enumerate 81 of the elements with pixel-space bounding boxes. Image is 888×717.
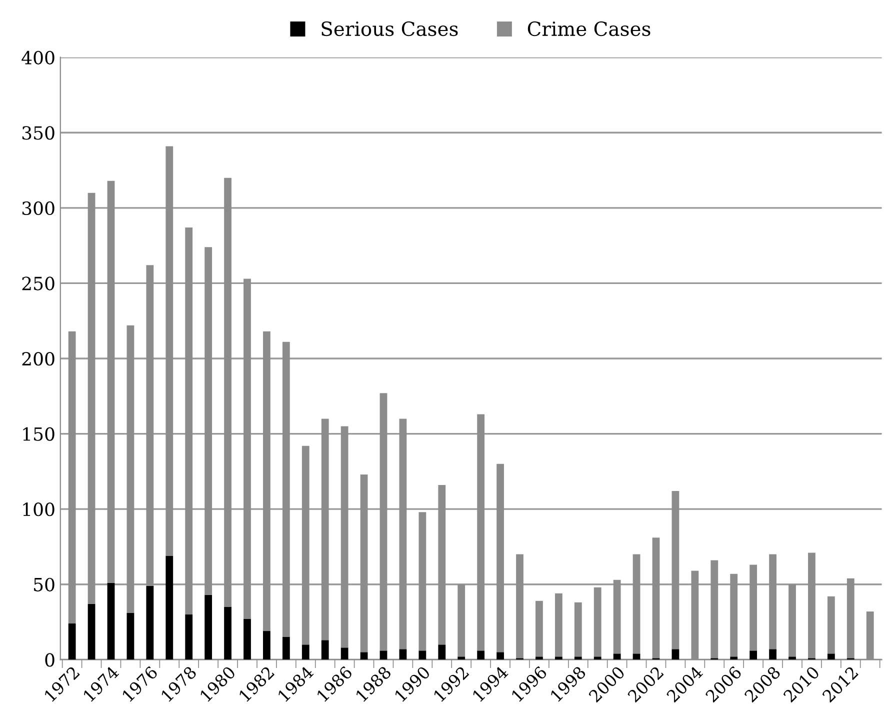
bar bbox=[827, 596, 835, 654]
bar bbox=[594, 587, 602, 657]
bar bbox=[750, 650, 758, 660]
bar bbox=[613, 580, 621, 654]
bar bbox=[438, 484, 446, 645]
bar bbox=[340, 648, 348, 660]
bar bbox=[68, 331, 76, 624]
bar bbox=[574, 602, 582, 657]
bar bbox=[380, 393, 388, 651]
bar bbox=[632, 654, 640, 660]
bar bbox=[750, 564, 758, 651]
bar bbox=[769, 554, 776, 650]
bar bbox=[185, 228, 193, 614]
y-tick-label: 300 bbox=[22, 201, 54, 216]
bar bbox=[632, 554, 640, 654]
bar bbox=[282, 637, 290, 660]
bar bbox=[321, 640, 329, 660]
bar bbox=[769, 649, 776, 660]
bar bbox=[438, 644, 446, 660]
y-tick-label: 100 bbox=[23, 502, 54, 516]
bar bbox=[166, 556, 174, 660]
bar bbox=[458, 656, 466, 660]
bar bbox=[146, 586, 154, 660]
bar bbox=[263, 631, 270, 660]
bar bbox=[360, 474, 368, 652]
bar bbox=[536, 656, 543, 660]
bar bbox=[166, 146, 174, 556]
bar bbox=[146, 265, 154, 586]
bar bbox=[418, 650, 426, 660]
y-tick-label: 150 bbox=[23, 427, 54, 441]
bar bbox=[88, 192, 96, 604]
bar bbox=[827, 654, 835, 660]
bar bbox=[126, 325, 134, 613]
bar bbox=[126, 612, 134, 660]
bar bbox=[360, 652, 368, 660]
bar bbox=[496, 652, 504, 660]
bar bbox=[224, 606, 232, 660]
y-tick-label: 50 bbox=[34, 578, 54, 592]
bar bbox=[244, 278, 251, 619]
bar bbox=[672, 649, 680, 660]
bar bbox=[204, 594, 212, 660]
bar bbox=[672, 491, 680, 650]
bar bbox=[536, 600, 543, 657]
bar bbox=[554, 593, 562, 657]
bar bbox=[788, 656, 796, 660]
bar bbox=[185, 614, 193, 660]
bar bbox=[554, 656, 562, 660]
legend-label: Crime Cases bbox=[528, 21, 650, 36]
bar bbox=[302, 644, 310, 660]
y-tick-label: 400 bbox=[22, 50, 54, 64]
bar bbox=[477, 414, 485, 651]
bar bbox=[107, 180, 115, 583]
bar bbox=[458, 584, 466, 657]
bar bbox=[788, 584, 796, 657]
bar bbox=[418, 512, 426, 651]
bar bbox=[380, 650, 388, 660]
bar bbox=[321, 418, 329, 640]
bar bbox=[730, 656, 738, 660]
bar bbox=[496, 464, 504, 652]
bar bbox=[613, 654, 621, 660]
bar bbox=[302, 446, 310, 645]
bar bbox=[224, 178, 232, 607]
bar bbox=[477, 650, 485, 660]
bar bbox=[204, 247, 212, 595]
bar bbox=[88, 604, 96, 660]
bar bbox=[399, 418, 407, 650]
legend-label: Serious Cases bbox=[322, 21, 458, 36]
bar bbox=[68, 624, 76, 660]
y-tick-label: 200 bbox=[22, 352, 54, 366]
y-tick-label: 350 bbox=[22, 126, 54, 140]
bar bbox=[107, 582, 115, 660]
bar bbox=[244, 618, 251, 660]
bar bbox=[594, 656, 602, 660]
bar bbox=[574, 656, 582, 660]
bar bbox=[730, 574, 738, 657]
bar bbox=[263, 331, 270, 632]
y-tick-label: 250 bbox=[22, 276, 54, 290]
bar bbox=[282, 342, 290, 638]
bar bbox=[340, 426, 348, 648]
y-tick-label: 0 bbox=[45, 653, 54, 667]
bar bbox=[399, 649, 407, 660]
